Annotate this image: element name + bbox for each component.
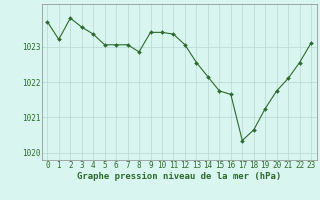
X-axis label: Graphe pression niveau de la mer (hPa): Graphe pression niveau de la mer (hPa) — [77, 172, 281, 181]
